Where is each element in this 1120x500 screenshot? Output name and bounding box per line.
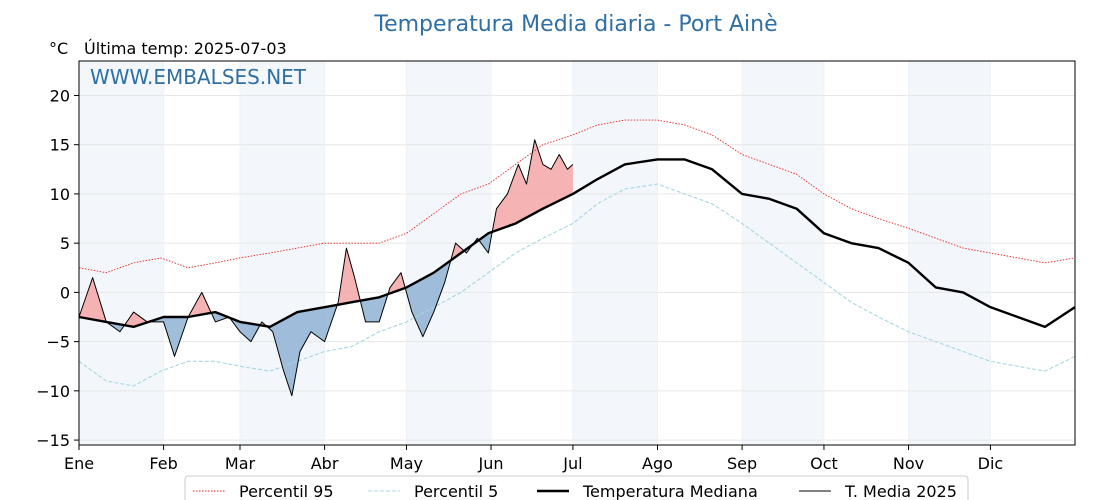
warm-anomaly-area (492, 139, 573, 232)
cold-anomaly-area (149, 317, 189, 357)
cold-anomaly-area (480, 230, 493, 253)
legend-label: T. Media 2025 (844, 482, 957, 500)
x-tick-label: Sep (727, 454, 757, 473)
series-line-percentil-5 (78, 183, 1076, 387)
month-band-nov (908, 61, 991, 445)
month-band-ene (79, 61, 164, 445)
legend-box (184, 475, 969, 500)
x-tick-label: Abr (311, 454, 339, 473)
x-tick-label: Ene (64, 454, 94, 473)
x-tick-label: Mar (225, 454, 256, 473)
x-tick-label: Jul (562, 454, 582, 473)
y-tick-label: 0 (60, 283, 70, 302)
y-tick-label: −15 (36, 431, 70, 450)
warm-anomaly-area (188, 292, 212, 317)
x-tick-label: Ago (642, 454, 673, 473)
warm-anomaly-area (79, 277, 108, 323)
series-line-percentil-95 (78, 119, 1076, 274)
cold-anomaly-area (230, 318, 261, 342)
x-tick-label: Oct (810, 454, 838, 473)
month-bands (79, 61, 991, 445)
last-temp-label: Última temp: 2025-07-03 (84, 39, 287, 58)
y-tick-label: 20 (50, 86, 70, 105)
series-lines (78, 119, 1076, 397)
x-tick-label: May (390, 454, 423, 473)
series-line-temperatura-mediana (78, 158, 1076, 329)
cold-anomaly-area (211, 312, 230, 322)
x-tick-label: Nov (893, 454, 924, 473)
cold-anomaly-area (107, 322, 126, 332)
unit-label: °C (49, 39, 68, 58)
x-tick-label: Feb (149, 454, 177, 473)
series-line-t-media-2025 (78, 139, 574, 397)
y-tick-label: 5 (60, 234, 70, 253)
month-band-mar (239, 61, 325, 445)
legend-label: Percentil 5 (414, 482, 498, 500)
warm-anomaly-area (338, 248, 362, 306)
cold-anomaly-area (406, 257, 452, 337)
y-tick-label: −10 (36, 382, 70, 401)
watermark: WWW.EMBALSES.NET (90, 65, 307, 89)
cold-anomaly-area (267, 302, 339, 396)
y-tick-label: −5 (46, 333, 70, 352)
x-tick-label: Jun (478, 454, 504, 473)
legend-label: Temperatura Mediana (582, 482, 758, 500)
x-tick-label: Dic (978, 454, 1004, 473)
legend: Percentil 95 Percentil 5 Temperatura Media… (184, 475, 969, 500)
y-axis: 20 15 10 5 0 −5 −10 −15 (36, 86, 79, 450)
x-axis: Ene Feb Mar Abr May Jun Jul Ago Sep Oct Nov Dic (64, 445, 1003, 473)
y-tick-label: 15 (50, 136, 70, 155)
plot-frame (78, 60, 1076, 446)
y-tick-label: 10 (50, 185, 70, 204)
month-band-jul (572, 61, 658, 445)
chart-title: Temperatura Media diaria - Port Ainè (373, 12, 777, 37)
month-band-may (406, 61, 492, 445)
legend-label: Percentil 95 (239, 482, 334, 500)
